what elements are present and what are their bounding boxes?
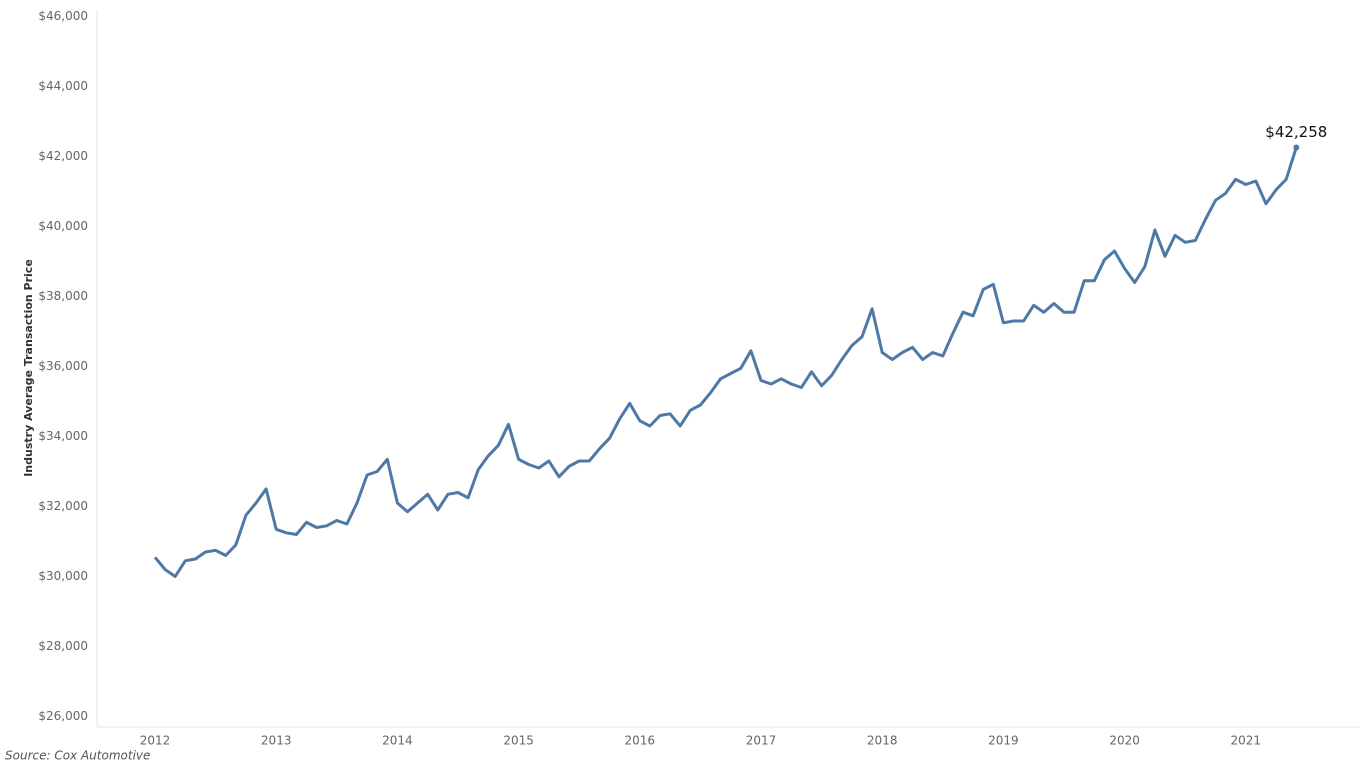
x-tick-label: 2018 xyxy=(867,734,898,748)
x-tick-label: 2015 xyxy=(503,734,534,748)
x-tick-label: 2013 xyxy=(261,734,292,748)
y-tick-label: $26,000 xyxy=(38,709,88,723)
y-tick-label: $32,000 xyxy=(38,499,88,513)
x-tick-label: 2014 xyxy=(382,734,413,748)
x-tick-label: 2016 xyxy=(625,734,656,748)
y-tick-label: $38,000 xyxy=(38,289,88,303)
y-tick-label: $36,000 xyxy=(38,359,88,373)
y-tick-label: $42,000 xyxy=(38,149,88,163)
x-tick-label: 2017 xyxy=(746,734,777,748)
y-tick-label: $34,000 xyxy=(38,429,88,443)
value-label: $42,258 xyxy=(1265,123,1327,141)
end-point xyxy=(1293,144,1300,151)
source-note: Source: Cox Automotive xyxy=(5,749,150,763)
y-tick-label: $40,000 xyxy=(38,219,88,233)
y-tick-label: $30,000 xyxy=(38,569,88,583)
x-tick-label: 2012 xyxy=(140,734,171,748)
y-tick-label: $28,000 xyxy=(38,639,88,653)
x-tick-label: 2019 xyxy=(988,734,1019,748)
y-axis-title: Industry Average Transaction Price xyxy=(22,259,35,477)
y-tick-label: $44,000 xyxy=(38,79,88,93)
x-tick-label: 2021 xyxy=(1231,734,1262,748)
y-tick-label: $46,000 xyxy=(38,9,88,23)
x-tick-label: 2020 xyxy=(1109,734,1140,748)
price-line xyxy=(153,147,1298,578)
